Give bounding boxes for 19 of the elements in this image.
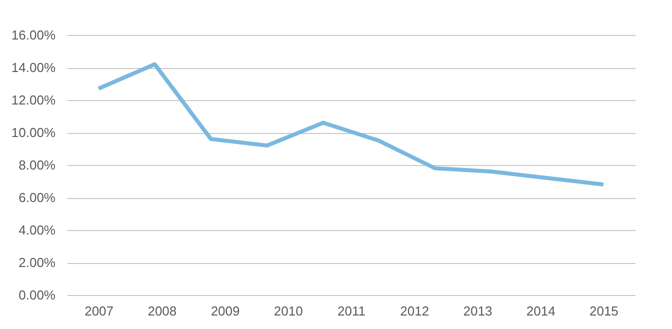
y-tick-label: 4.00%	[18, 222, 56, 238]
x-tick-label: 2011	[338, 304, 366, 318]
x-tick-label: 2009	[210, 304, 240, 318]
y-tick-label: 14.00%	[11, 60, 56, 75]
x-tick-label: 2007	[84, 304, 114, 318]
x-tick-label: 2014	[526, 304, 556, 318]
y-tick-label: 10.00%	[11, 125, 56, 140]
y-tick-label: 6.00%	[18, 190, 56, 205]
y-tick-label: 8.00%	[18, 158, 56, 172]
x-tick-label: 2008	[148, 304, 177, 318]
y-tick-label: 16.00%	[11, 28, 56, 42]
line-series	[96, 62, 606, 186]
x-tick-label: 2010	[274, 304, 303, 318]
y-tick-label: 12.00%	[11, 92, 56, 108]
y-tick-label: 0.00%	[18, 288, 56, 302]
x-tick-label: 2015	[589, 304, 618, 318]
y-tick-label: 2.00%	[18, 255, 56, 270]
x-tick-label: 2012	[400, 304, 430, 318]
x-tick-label: 2013	[463, 304, 492, 318]
